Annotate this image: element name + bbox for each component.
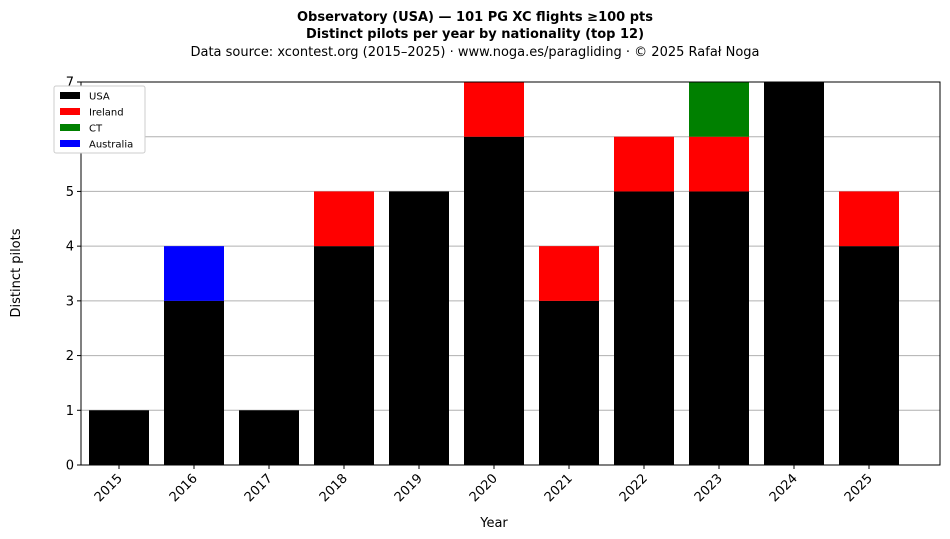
bar-ireland-2021 [539,246,599,301]
bar-australia-2016 [164,246,224,301]
bar-usa-2021 [539,300,599,465]
x-tick-label: 2016 [167,471,201,505]
x-tick-label: 2024 [767,471,801,505]
legend-swatch-ireland [60,108,80,115]
x-tick-label: 2023 [692,471,726,505]
legend-swatch-usa [60,92,80,99]
bar-ireland-2025 [839,191,899,247]
chart-title: Observatory (USA) — 101 PG XC flights ≥1… [297,10,653,25]
bar-ct-2023 [689,82,749,137]
bar-usa-2022 [614,191,674,465]
legend-label-ireland: Ireland [89,108,124,119]
bar-ireland-2023 [689,136,749,192]
y-tick-label: 0 [66,459,74,474]
legend-frame [53,85,146,154]
x-axis: 2015 2016 2017 2018 2019 2020 2021 2022 2023 2024… [92,465,876,505]
bar-usa-2016 [164,300,224,465]
y-tick-label: 7 [66,76,74,91]
legend-label-ct: CT [89,124,103,135]
bar-usa-2019 [389,191,449,465]
bar-usa-2023 [689,191,749,465]
legend-label-australia: Australia [89,140,133,151]
y-tick-label: 3 [66,294,74,309]
x-tick-label: 2020 [467,471,501,505]
x-tick-label: 2017 [242,471,276,505]
bar-usa-2025 [839,246,899,465]
bar-usa-2024 [764,82,824,465]
bar-ireland-2022 [614,136,674,192]
x-axis-label: Year [479,516,508,531]
legend-swatch-ct [60,124,80,131]
y-axis-label: Distinct pilots [9,228,24,317]
y-tick-label: 5 [66,185,74,200]
x-tick-label: 2025 [842,471,876,505]
bar-usa-2017 [239,410,299,465]
y-axis: 01234567 [66,76,81,474]
x-tick-label: 2015 [92,471,126,505]
plot-frame [80,81,941,466]
bar-usa-2018 [314,246,374,465]
legend-label-usa: USA [89,92,110,103]
x-tick-label: 2018 [317,471,351,505]
y-tick-label: 1 [66,404,74,419]
bar-usa-2020 [464,136,524,465]
y-tick-label: 2 [66,349,74,364]
legend-swatch-australia [60,140,80,147]
y-tick-label: 4 [66,240,74,255]
bar-ireland-2018 [314,191,374,247]
legend: USA Ireland CT Australia [53,85,146,154]
x-tick-label: 2021 [542,471,576,505]
chart-source: Data source: xcontest.org (2015–2025) · … [190,45,759,60]
bar-ireland-2020 [464,82,524,137]
bars [89,82,899,465]
chart-subtitle: Distinct pilots per year by nationality … [306,27,644,42]
bar-usa-2015 [89,410,149,465]
x-tick-label: 2019 [392,471,426,505]
x-tick-label: 2022 [617,471,651,505]
